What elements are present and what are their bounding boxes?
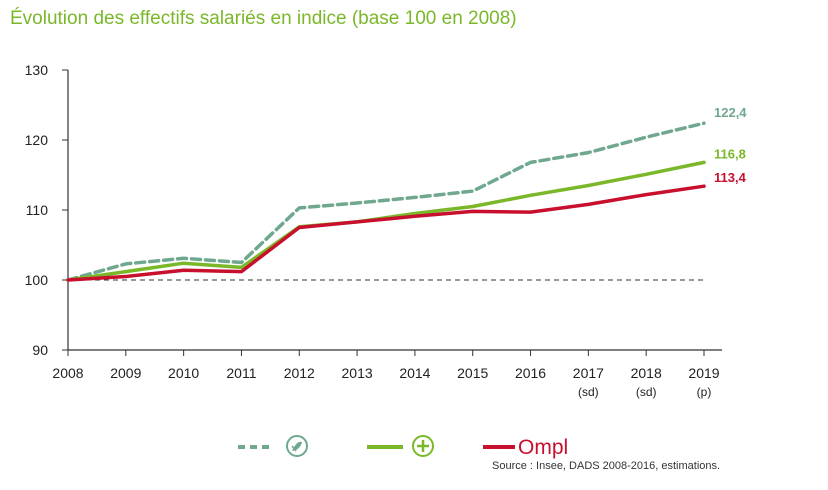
x-tick-label: 2011	[226, 365, 256, 381]
y-tick-label: 90	[32, 342, 48, 358]
chart-end-labels: 122,4 116,8 113,4	[714, 105, 747, 185]
x-tick-label: 2008	[52, 365, 83, 381]
chart-title: Évolution des effectifs salariés en indi…	[10, 8, 517, 29]
x-tick-label: 2014	[399, 365, 430, 381]
plus-icon	[412, 435, 434, 457]
x-tick-label: 2010	[168, 365, 199, 381]
y-tick-label: 110	[26, 202, 49, 218]
source-note: Source : Insee, DADS 2008-2016, estimati…	[492, 460, 721, 472]
x-tick-note: (sd)	[578, 385, 599, 399]
x-tick-note: (p)	[697, 385, 712, 399]
end-label-s3: 113,4	[714, 170, 747, 185]
end-label-s1: 122,4	[714, 105, 747, 120]
x-tick-label: 2015	[457, 365, 488, 381]
x-tick-label: 2013	[342, 365, 373, 381]
x-tick-label: 2019	[688, 365, 719, 381]
y-tick-label: 120	[25, 132, 49, 148]
y-tick-label: 100	[25, 272, 49, 288]
series-line-s2	[66, 160, 706, 282]
x-tick-label: 2018	[631, 365, 662, 381]
series-line-s3	[66, 184, 706, 282]
x-tick-label: 2016	[515, 365, 546, 381]
x-tick-label: 2017	[573, 365, 604, 381]
leaf-icon	[286, 435, 308, 457]
x-tick-label: 2012	[284, 365, 315, 381]
y-tick-label: 130	[25, 62, 49, 78]
x-tick-note: (sd)	[636, 385, 657, 399]
x-tick-label: 2009	[110, 365, 141, 381]
series-line-s1	[66, 121, 706, 282]
end-label-s2: 116,8	[714, 146, 746, 161]
chart-legend: Ompl	[238, 435, 568, 459]
legend-ompl-logo: Ompl	[518, 436, 568, 459]
chart-series	[66, 121, 706, 282]
